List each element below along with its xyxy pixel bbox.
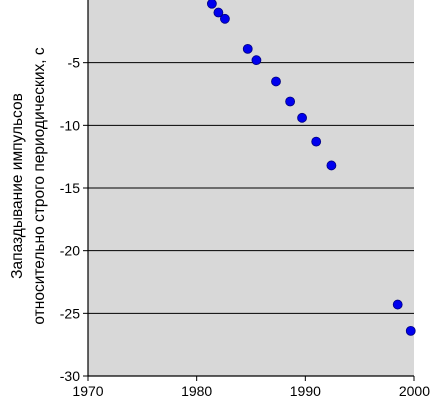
y-axis-label-line-2: относительно строго периодических, с bbox=[31, 47, 48, 324]
grid-lines bbox=[88, 62, 414, 314]
data-point bbox=[220, 13, 230, 24]
y-tick-label: -10 bbox=[60, 117, 80, 133]
x-tick-label: 1970 bbox=[72, 383, 103, 399]
data-point bbox=[311, 136, 322, 147]
y-tick-label: -5 bbox=[68, 55, 81, 71]
x-tick-label: 2000 bbox=[399, 383, 430, 399]
data-point bbox=[392, 299, 403, 310]
x-tick-label: 1980 bbox=[181, 383, 212, 399]
data-point bbox=[251, 55, 262, 66]
data-point bbox=[285, 96, 296, 107]
y-axis-label-line-1: Запаздывание импульсов bbox=[9, 93, 26, 279]
x-tick-label: 1990 bbox=[290, 383, 321, 399]
data-points bbox=[206, 0, 416, 336]
data-point bbox=[297, 112, 307, 123]
data-point bbox=[242, 43, 253, 54]
y-tick-label: -25 bbox=[60, 305, 80, 321]
data-point bbox=[271, 76, 281, 87]
y-tick-label: -30 bbox=[60, 368, 80, 384]
y-axis-label: Запаздывание импульсов относительно стро… bbox=[9, 47, 48, 324]
y-tick-label: -15 bbox=[60, 180, 80, 196]
data-point bbox=[206, 0, 217, 9]
data-point bbox=[326, 160, 337, 171]
y-tick-label: -20 bbox=[60, 243, 80, 259]
data-point bbox=[213, 7, 224, 18]
data-point bbox=[405, 325, 416, 336]
